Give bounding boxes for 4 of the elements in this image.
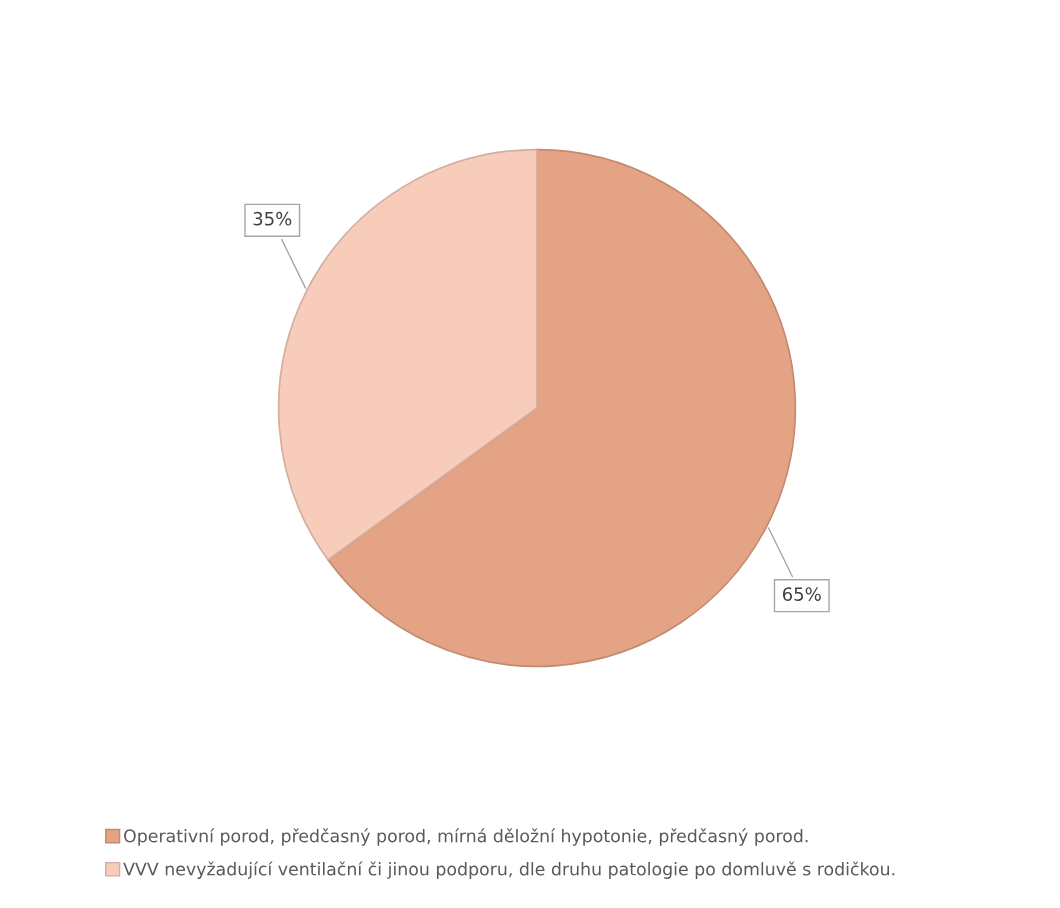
legend-label: VVV nevyžadující ventilační či jinou podporu, dle druhu patologie po domluvě s rodičkou. (123, 861, 895, 879)
legend-label: Operativní porod, předčasný porod, mírná děložní hypotonie, předčasný porod. (124, 828, 808, 846)
data-label: 65% (782, 587, 821, 601)
data-label: 35% (253, 211, 292, 226)
